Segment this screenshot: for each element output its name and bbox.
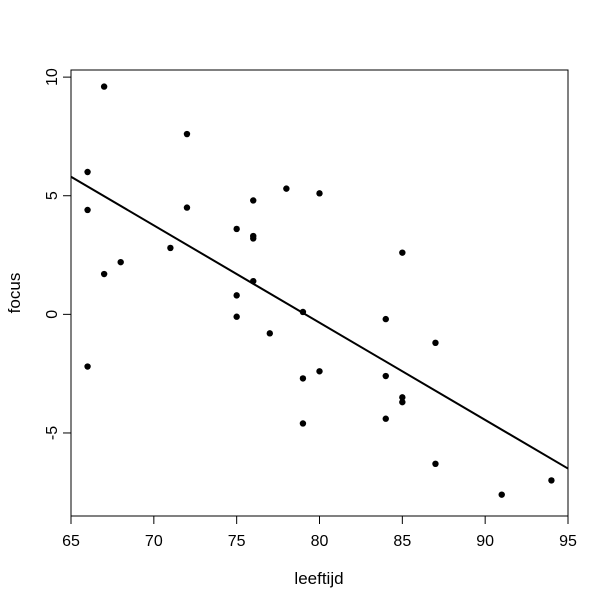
x-tick-label: 80 bbox=[311, 533, 329, 550]
y-axis-label: focus bbox=[5, 273, 24, 314]
data-point bbox=[117, 258, 124, 266]
regression-line-group bbox=[70, 175, 569, 470]
data-point bbox=[283, 185, 290, 192]
data-point bbox=[399, 249, 406, 256]
data-point bbox=[266, 330, 273, 337]
data-point bbox=[233, 292, 240, 299]
x-tick-label: 95 bbox=[559, 533, 577, 550]
x-axis-label: leeftijd bbox=[294, 569, 343, 588]
data-point bbox=[84, 168, 91, 176]
x-tick-label: 75 bbox=[228, 533, 246, 550]
data-point bbox=[100, 270, 108, 278]
y-tick-label: 10 bbox=[44, 68, 61, 86]
data-point bbox=[316, 190, 323, 197]
x-axis: 65 70 75 80 85 90 95 bbox=[62, 516, 577, 550]
data-point bbox=[316, 368, 323, 375]
x-tick-label: 70 bbox=[145, 533, 163, 550]
data-point bbox=[250, 197, 257, 204]
data-point bbox=[84, 363, 91, 370]
y-tick-label: -5 bbox=[44, 426, 61, 440]
data-point bbox=[382, 372, 389, 380]
data-point bbox=[382, 415, 389, 422]
data-point bbox=[498, 491, 505, 498]
data-point bbox=[233, 225, 240, 233]
data-point bbox=[299, 375, 307, 382]
data-point bbox=[250, 235, 257, 242]
data-point bbox=[100, 83, 108, 90]
y-axis: -5 0 5 10 bbox=[44, 68, 71, 440]
x-tick-label: 65 bbox=[62, 533, 80, 550]
data-point bbox=[233, 313, 240, 320]
x-tick-label: 85 bbox=[393, 533, 411, 550]
data-point bbox=[382, 315, 389, 323]
data-point bbox=[432, 460, 439, 468]
x-tick-label: 90 bbox=[476, 533, 494, 550]
plot-frame bbox=[70, 69, 569, 517]
y-tick-label: 0 bbox=[44, 310, 61, 319]
data-point bbox=[183, 130, 191, 138]
data-point bbox=[299, 420, 307, 427]
data-points bbox=[84, 83, 555, 498]
data-point bbox=[548, 477, 555, 484]
regression-line bbox=[70, 175, 569, 470]
data-point bbox=[399, 398, 406, 406]
data-point bbox=[432, 339, 439, 347]
y-tick-label: 5 bbox=[44, 191, 61, 200]
data-point bbox=[399, 394, 406, 401]
data-point bbox=[84, 206, 91, 214]
data-point bbox=[183, 204, 191, 211]
data-point bbox=[167, 244, 174, 252]
